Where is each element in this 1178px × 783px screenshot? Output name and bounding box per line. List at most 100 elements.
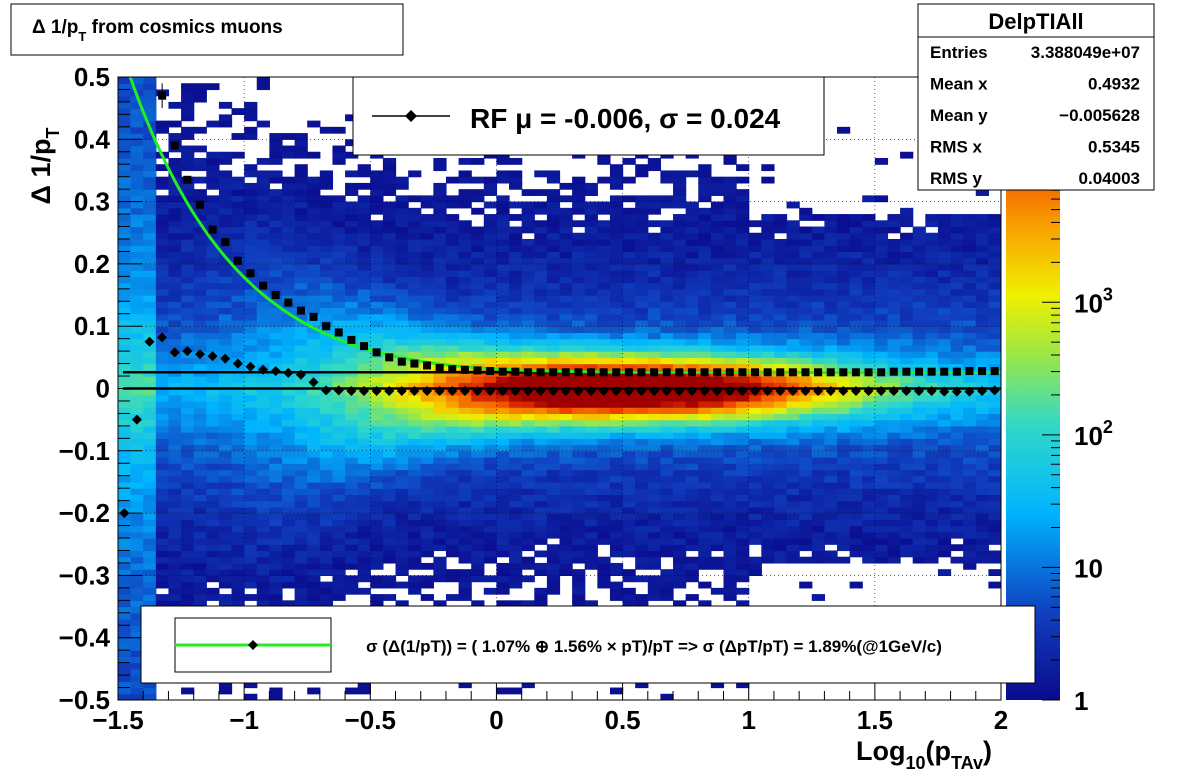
heatmap-cell: [913, 270, 926, 277]
heatmap-cell: [421, 401, 434, 408]
heatmap-cell: [358, 557, 371, 564]
heatmap-cell: [774, 345, 787, 352]
heatmap-cell: [572, 189, 585, 196]
heatmap-cell: [585, 488, 598, 495]
heatmap-cell: [560, 507, 573, 514]
heatmap-cell: [459, 482, 472, 489]
heatmap-cell: [560, 445, 573, 452]
heatmap-cell: [698, 550, 711, 557]
heatmap-cell: [660, 501, 673, 508]
heatmap-cell: [850, 401, 863, 408]
heatmap-cell: [686, 339, 699, 346]
heatmap-cell: [711, 457, 724, 464]
heatmap-cell: [787, 239, 800, 246]
heatmap-cell: [749, 245, 762, 252]
heatmap-cell: [358, 376, 371, 383]
heatmap-cell: [282, 189, 295, 196]
heatmap-cell: [812, 332, 825, 339]
heatmap-cell: [597, 301, 610, 308]
heatmap-cell: [345, 407, 358, 414]
heatmap-cell: [496, 301, 509, 308]
heatmap-cell: [496, 413, 509, 420]
rms-point: [486, 367, 494, 375]
heatmap-cell: [976, 351, 989, 358]
heatmap-cell: [168, 569, 181, 576]
heatmap-cell: [244, 526, 257, 533]
heatmap-cell: [358, 501, 371, 508]
heatmap-cell: [484, 276, 497, 283]
heatmap-cell: [875, 432, 888, 439]
heatmap-cell: [459, 339, 472, 346]
heatmap-cell: [496, 688, 509, 695]
heatmap-cell: [660, 438, 673, 445]
heatmap-cell: [988, 476, 1001, 483]
heatmap-cell: [963, 538, 976, 545]
heatmap-cell: [875, 494, 888, 501]
heatmap-cell: [257, 488, 270, 495]
heatmap-cell: [635, 513, 648, 520]
heatmap-cell: [496, 295, 509, 302]
heatmap-cell: [295, 195, 308, 202]
heatmap-cell: [988, 295, 1001, 302]
rms-point: [751, 368, 759, 376]
heatmap-cell: [723, 401, 736, 408]
heatmap-cell: [446, 289, 459, 296]
heatmap-cell: [484, 550, 497, 557]
heatmap-cell: [875, 526, 888, 533]
heatmap-cell: [181, 420, 194, 427]
heatmap-cell: [168, 494, 181, 501]
rms-point: [398, 358, 406, 366]
heatmap-cell: [534, 251, 547, 258]
heatmap-cell: [143, 239, 156, 246]
heatmap-cell: [257, 357, 270, 364]
heatmap-cell: [988, 258, 1001, 265]
heatmap-cell: [307, 351, 320, 358]
heatmap-cell: [938, 550, 951, 557]
heatmap-cell: [988, 507, 1001, 514]
heatmap-cell: [383, 264, 396, 271]
heatmap-cell: [257, 544, 270, 551]
heatmap-cell: [610, 501, 623, 508]
heatmap-cell: [963, 376, 976, 383]
heatmap-cell: [560, 401, 573, 408]
heatmap-cell: [812, 258, 825, 265]
heatmap-cell: [383, 283, 396, 290]
heatmap-cell: [232, 476, 245, 483]
heatmap-cell: [547, 432, 560, 439]
heatmap-cell: [194, 89, 207, 96]
heatmap-cell: [597, 575, 610, 582]
heatmap-cell: [282, 289, 295, 296]
heatmap-cell: [824, 463, 837, 470]
heatmap-cell: [446, 320, 459, 327]
heatmap-cell: [648, 420, 661, 427]
heatmap-cell: [572, 264, 585, 271]
heatmap-cell: [736, 507, 749, 514]
heatmap-cell: [913, 320, 926, 327]
heatmap-cell: [156, 519, 169, 526]
heatmap-cell: [572, 289, 585, 296]
heatmap-cell: [143, 170, 156, 177]
heatmap-cell: [925, 351, 938, 358]
heatmap-cell: [761, 258, 774, 265]
heatmap-cell: [572, 420, 585, 427]
heatmap-cell: [257, 345, 270, 352]
heatmap-cell: [143, 457, 156, 464]
heatmap-cell: [232, 582, 245, 589]
heatmap-cell: [976, 488, 989, 495]
heatmap-cell: [660, 488, 673, 495]
heatmap-cell: [131, 152, 144, 159]
heatmap-cell: [194, 407, 207, 414]
heatmap-cell: [850, 507, 863, 514]
heatmap-cell: [421, 202, 434, 209]
heatmap-cell: [900, 233, 913, 240]
heatmap-cell: [698, 289, 711, 296]
heatmap-cell: [383, 258, 396, 265]
heatmap-cell: [257, 563, 270, 570]
heatmap-cell: [560, 339, 573, 346]
heatmap-cell: [257, 177, 270, 184]
heatmap-cell: [509, 463, 522, 470]
heatmap-cell: [938, 245, 951, 252]
heatmap-cell: [787, 544, 800, 551]
heatmap-cell: [168, 544, 181, 551]
heatmap-cell: [824, 220, 837, 227]
